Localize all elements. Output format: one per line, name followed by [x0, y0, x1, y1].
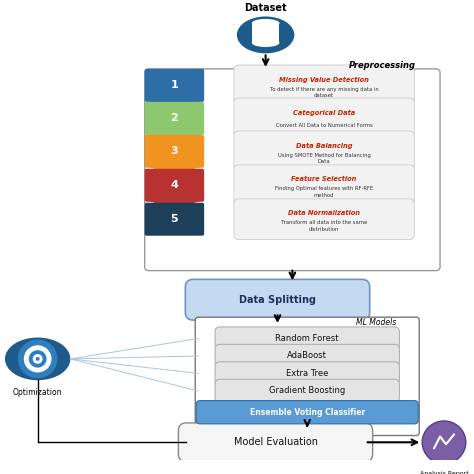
Polygon shape: [146, 100, 202, 108]
Polygon shape: [146, 200, 202, 208]
Text: Data Balancing: Data Balancing: [296, 143, 352, 148]
Text: Finding Optimal features with RF-RFE
method: Finding Optimal features with RF-RFE met…: [275, 186, 373, 198]
Text: Transform all data into the same
distribution: Transform all data into the same distrib…: [281, 220, 367, 232]
Text: Using SMOTE Method for Balancing
Data: Using SMOTE Method for Balancing Data: [278, 153, 371, 164]
Text: Preprocessing: Preprocessing: [349, 62, 416, 71]
Text: 2: 2: [171, 113, 178, 123]
Text: Dataset: Dataset: [244, 3, 287, 13]
FancyBboxPatch shape: [234, 98, 414, 139]
FancyBboxPatch shape: [145, 102, 204, 135]
Circle shape: [33, 354, 43, 364]
Circle shape: [24, 345, 52, 373]
FancyBboxPatch shape: [234, 165, 414, 206]
Text: Model Evaluation: Model Evaluation: [234, 438, 318, 447]
FancyBboxPatch shape: [234, 65, 414, 106]
FancyBboxPatch shape: [145, 69, 440, 271]
FancyBboxPatch shape: [145, 69, 204, 102]
Text: Data Splitting: Data Splitting: [239, 295, 316, 305]
Text: Feature Selection: Feature Selection: [292, 176, 357, 182]
FancyBboxPatch shape: [178, 423, 373, 462]
FancyBboxPatch shape: [145, 203, 204, 236]
Text: Random Forest: Random Forest: [275, 334, 339, 343]
Circle shape: [18, 339, 57, 378]
FancyBboxPatch shape: [185, 279, 370, 320]
FancyBboxPatch shape: [234, 199, 414, 239]
FancyBboxPatch shape: [195, 317, 419, 436]
FancyBboxPatch shape: [196, 401, 418, 424]
Text: AdaBoost: AdaBoost: [287, 352, 327, 360]
FancyBboxPatch shape: [145, 135, 204, 168]
Text: 4: 4: [171, 180, 178, 190]
Text: To detect if there are any missing data in
dataset: To detect if there are any missing data …: [270, 87, 378, 98]
Circle shape: [36, 357, 40, 361]
Ellipse shape: [252, 19, 280, 27]
Text: 1: 1: [171, 81, 178, 91]
FancyBboxPatch shape: [215, 362, 400, 385]
FancyBboxPatch shape: [234, 131, 414, 172]
Text: Analysis Report: Analysis Report: [419, 472, 468, 474]
FancyBboxPatch shape: [215, 327, 400, 350]
Text: Missing Value Detection: Missing Value Detection: [279, 76, 369, 82]
Circle shape: [29, 350, 46, 368]
Ellipse shape: [5, 337, 70, 380]
Text: Categorical Data: Categorical Data: [293, 109, 355, 116]
Polygon shape: [146, 166, 202, 173]
FancyBboxPatch shape: [215, 344, 400, 368]
Text: Extra Tree: Extra Tree: [286, 369, 328, 378]
Text: Data Normalization: Data Normalization: [288, 210, 360, 217]
Text: Ensemble Voting Classifier: Ensemble Voting Classifier: [250, 408, 365, 417]
Text: 3: 3: [171, 146, 178, 156]
Text: Convert All Data to Numerical Forms: Convert All Data to Numerical Forms: [276, 123, 373, 128]
FancyBboxPatch shape: [145, 169, 204, 202]
Text: Gradient Boosting: Gradient Boosting: [269, 386, 346, 395]
Text: 5: 5: [171, 214, 178, 224]
Text: Optimization: Optimization: [13, 388, 63, 397]
Bar: [252, 23, 280, 43]
Text: ML Models: ML Models: [356, 319, 396, 328]
FancyBboxPatch shape: [215, 379, 400, 402]
Ellipse shape: [252, 38, 280, 47]
Polygon shape: [146, 133, 202, 141]
Ellipse shape: [237, 17, 294, 54]
Circle shape: [422, 421, 466, 464]
